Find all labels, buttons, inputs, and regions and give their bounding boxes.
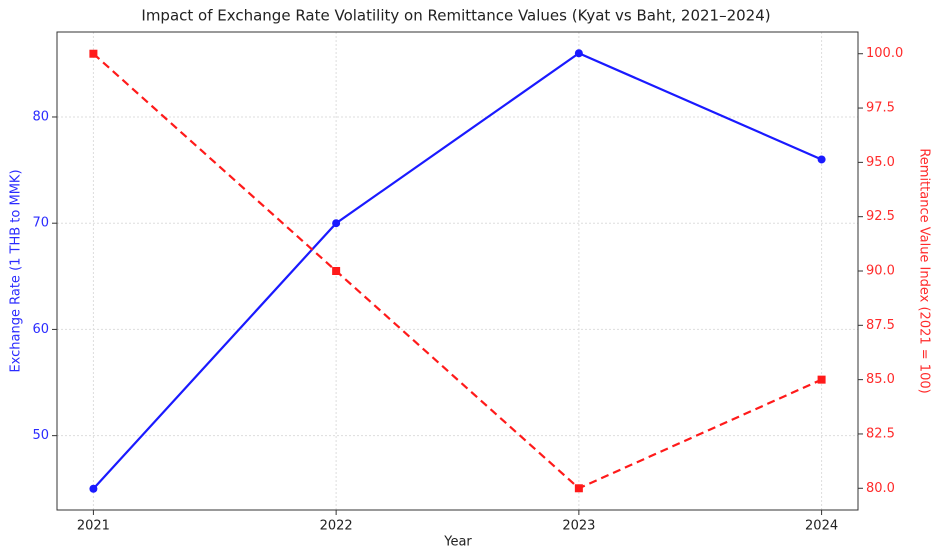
x-tick-label: 2022 <box>320 519 353 534</box>
marker <box>332 267 341 275</box>
y2-tick-label: 80.0 <box>866 481 895 496</box>
series-line <box>92 52 823 490</box>
y-tick-label: 50 <box>32 428 49 443</box>
y2-tick-label: 85.0 <box>866 372 895 387</box>
marker <box>817 375 826 384</box>
marker <box>574 49 583 58</box>
x-axis-title: Year <box>443 535 472 550</box>
plot-frame <box>56 31 859 511</box>
y2-tick-label: 82.5 <box>866 426 895 441</box>
chart-title: Impact of Exchange Rate Volatility on Re… <box>141 7 770 25</box>
y-tick-label: 80 <box>32 109 49 124</box>
y2-tick-label: 100.0 <box>866 46 903 61</box>
y-tick-label: 60 <box>32 322 49 337</box>
y2-tick-label: 92.5 <box>866 209 895 224</box>
y2-tick-label: 87.5 <box>866 318 895 333</box>
y-axis-title: Exchange Rate (1 THB to MMK) <box>9 169 24 372</box>
x-tick-label: 2021 <box>77 519 110 534</box>
marker <box>89 49 98 58</box>
x-tick-label: 2023 <box>562 519 595 534</box>
y-tick-label: 70 <box>32 216 49 231</box>
series-line <box>92 51 823 490</box>
y2-tick-label: 95.0 <box>866 155 895 170</box>
marker <box>89 484 98 493</box>
x-tick-label: 2024 <box>805 519 838 534</box>
marker <box>817 155 826 164</box>
marker <box>332 219 341 228</box>
y2-tick-label: 90.0 <box>866 264 895 279</box>
y2-axis-title: Remittance Value Index (2021 = 100) <box>917 148 932 393</box>
y2-tick-label: 97.5 <box>866 101 895 116</box>
marker <box>574 484 583 493</box>
